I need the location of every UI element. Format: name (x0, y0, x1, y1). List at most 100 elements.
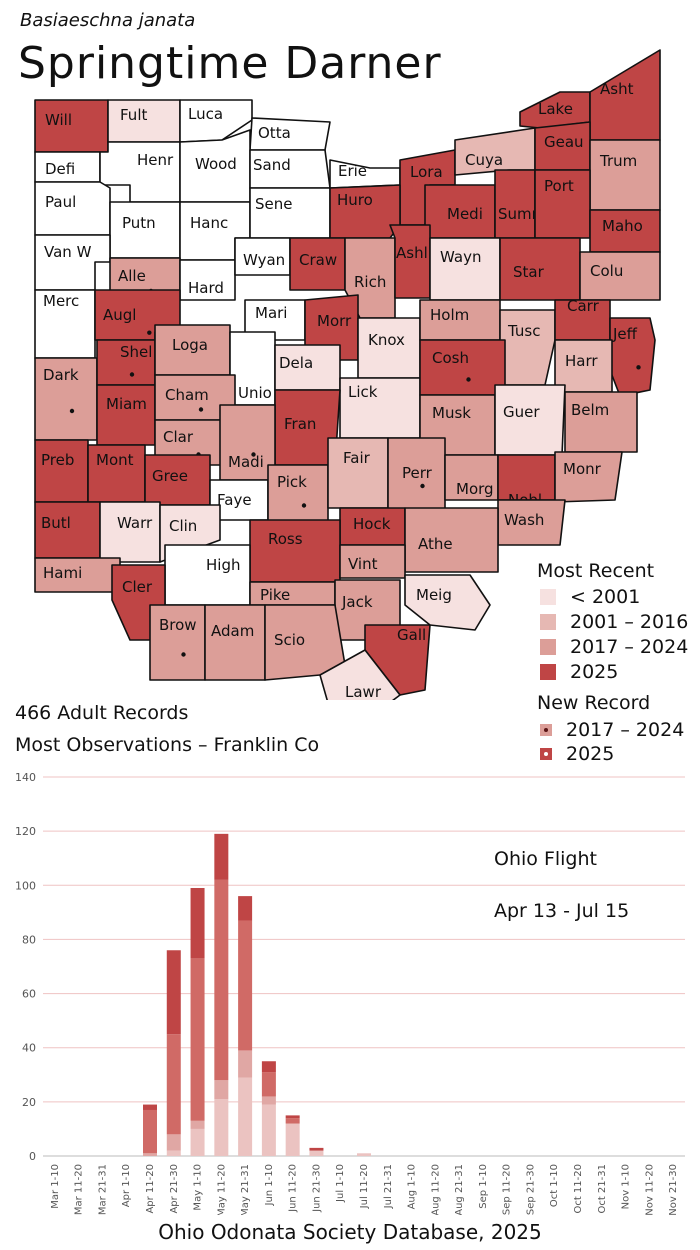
svg-text:Lick: Lick (348, 383, 378, 401)
x-tick-label: Apr 21-30 (169, 1164, 180, 1214)
svg-text:Dela: Dela (279, 354, 313, 372)
svg-text:Perr: Perr (402, 464, 433, 482)
svg-text:Alle: Alle (118, 267, 146, 285)
x-tick-label: May 1-10 (193, 1164, 204, 1211)
county-geau: Geau (534, 121, 591, 171)
legend-swatch (540, 614, 556, 630)
x-tick-label: Aug 11-20 (430, 1164, 441, 1215)
svg-text:Will: Will (45, 111, 72, 129)
bar-segment (143, 1104, 157, 1110)
scientific-name: Basiaeschna janata (20, 10, 196, 31)
county-harr: Harr (554, 339, 613, 393)
county-will: Will (34, 99, 109, 153)
county-morr: Morr (304, 294, 359, 361)
svg-text:Miam: Miam (106, 395, 147, 413)
svg-text:Rich: Rich (354, 273, 386, 291)
y-tick-label: 80 (22, 933, 36, 946)
svg-text:Medi: Medi (447, 205, 483, 223)
svg-text:Belm: Belm (571, 401, 609, 419)
y-tick-label: 140 (15, 771, 36, 784)
county-brow: Brow (149, 604, 206, 681)
svg-text:Cham: Cham (165, 386, 209, 404)
county-putn: Putn (109, 201, 181, 259)
ohio-county-map: Will Fult Luca Otta Lake Asht Defi Henr Wood Sand… (34, 49, 661, 700)
county-gree: Gree (144, 454, 211, 506)
svg-text:Sand: Sand (253, 156, 291, 174)
legend-swatch (540, 664, 556, 680)
svg-text:Meig: Meig (416, 586, 452, 604)
y-tick-label: 0 (29, 1150, 36, 1163)
svg-text:Otta: Otta (258, 124, 291, 142)
flight-annotation-dates: Apr 13 - Jul 15 (494, 900, 629, 922)
county-belm: Belm (564, 391, 638, 453)
bar-segment (166, 1034, 181, 1135)
county-wood: Wood (179, 129, 251, 203)
county-madi: Madi (219, 404, 276, 481)
svg-text:Mari: Mari (255, 304, 287, 322)
bar-segment (238, 896, 253, 921)
svg-text:Athe: Athe (418, 535, 453, 553)
svg-text:Vint: Vint (348, 555, 378, 573)
svg-text:Lake: Lake (538, 100, 573, 118)
svg-text:Hami: Hami (43, 564, 82, 582)
x-tick-label: Jun 21-30 (311, 1164, 322, 1213)
new-record-dot (420, 483, 425, 489)
svg-text:Lora: Lora (410, 163, 443, 181)
svg-text:Gall: Gall (397, 626, 426, 644)
x-tick-label: Mar 11-20 (74, 1164, 85, 1215)
legend-label: 2001 – 2016 (570, 611, 689, 633)
new-record-dot (129, 372, 135, 377)
svg-text:Gree: Gree (152, 467, 188, 485)
x-tick-label: Oct 11-20 (573, 1164, 584, 1214)
county-high: High (164, 544, 251, 606)
county-scio: Scio (264, 604, 346, 681)
county-ross: Ross (249, 519, 341, 583)
svg-text:Faye: Faye (217, 491, 252, 509)
svg-text:Sene: Sene (255, 195, 293, 213)
svg-text:Trum: Trum (599, 152, 637, 170)
county-vint: Vint (339, 544, 406, 579)
county-adam: Adam (204, 604, 266, 681)
legend-item-new-record: 2025 (540, 743, 614, 765)
svg-text:Augl: Augl (103, 306, 136, 324)
svg-text:Wyan: Wyan (243, 251, 285, 269)
flight-period-chart: 0 20 40 60 80 100 120 140 Mar 1-10 Mar 11-20 Mar 2… (15, 771, 685, 1215)
svg-text:Fran: Fran (284, 415, 316, 433)
legend-swatch (540, 589, 556, 605)
legend-item-recent: 2025 (540, 661, 618, 683)
bar-segment (309, 1150, 324, 1156)
y-tick-label: 40 (22, 1042, 36, 1055)
svg-text:Warr: Warr (117, 514, 153, 532)
svg-text:Asht: Asht (600, 80, 634, 98)
county-hock: Hock (339, 507, 406, 546)
svg-text:Wayn: Wayn (440, 248, 481, 266)
svg-text:Ashl: Ashl (396, 244, 428, 262)
county-fair: Fair (327, 437, 389, 509)
x-tick-label: Sep 1-10 (478, 1164, 489, 1209)
x-tick-label: Apr 11-20 (145, 1164, 156, 1214)
county-pick: Pick (267, 464, 329, 523)
svg-text:Hard: Hard (188, 279, 224, 297)
svg-text:Pike: Pike (260, 586, 290, 604)
bar-segment (309, 1147, 324, 1151)
svg-text:Putn: Putn (122, 214, 156, 232)
county-ashl: Ashl (389, 224, 431, 299)
bar-segment (357, 1153, 371, 1156)
svg-text:Cuya: Cuya (465, 151, 503, 169)
county-asht: Asht (589, 49, 661, 141)
county-cosh: Cosh (419, 339, 506, 396)
bar-segment (214, 833, 229, 880)
x-tick-label: Jul 11-20 (359, 1164, 370, 1209)
y-tick-label: 60 (22, 988, 36, 1001)
bar-segment (285, 1118, 300, 1124)
svg-text:Cler: Cler (122, 578, 153, 596)
bar-segment (214, 1099, 229, 1156)
svg-text:Port: Port (544, 177, 574, 195)
x-tick-label: May 11-20 (216, 1164, 227, 1215)
svg-text:Knox: Knox (368, 331, 405, 349)
county-hard: Hard (179, 259, 236, 301)
bar-segment (190, 1128, 205, 1156)
county-merc: Merc (34, 289, 96, 359)
county-unio: Unio (229, 331, 276, 406)
svg-text:Monr: Monr (563, 460, 602, 478)
